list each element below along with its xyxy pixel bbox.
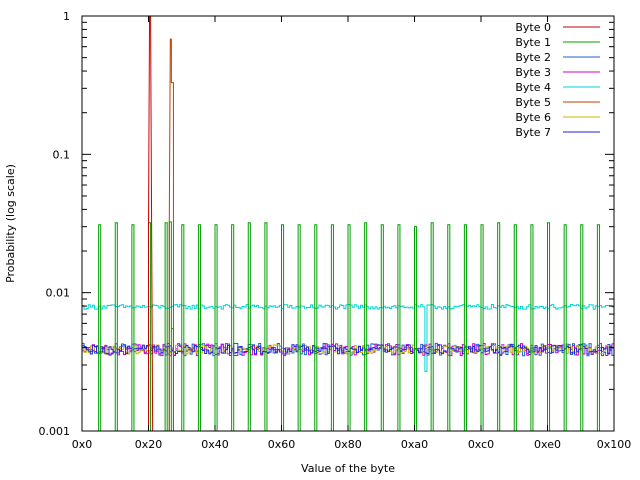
plot-lines: [82, 15, 614, 432]
x-tick-label: 0xc0: [468, 438, 494, 451]
x-tick-label: 0x80: [334, 438, 362, 451]
legend-label: Byte 4: [515, 81, 551, 94]
y-axis-ticks: 0.001 0.01 0.1 1: [39, 10, 614, 438]
y-tick-label: 1: [63, 10, 70, 23]
legend-label: Byte 2: [515, 51, 551, 64]
x-tick-label: 0xe0: [534, 438, 561, 451]
x-tick-label: 0x100: [597, 438, 632, 451]
y-tick-label: 0.1: [53, 148, 71, 161]
legend-label: Byte 0: [515, 21, 551, 34]
legend-label: Byte 5: [515, 96, 551, 109]
y-tick-label: 0.001: [39, 425, 71, 438]
legend-label: Byte 3: [515, 66, 551, 79]
x-axis-ticks: 0x0 0x20 0x40 0x60 0x80 0xa0 0xc0 0xe0 0x100: [72, 16, 632, 451]
x-tick-label: 0x40: [201, 438, 229, 451]
legend: Byte 0 Byte 1 Byte 2 Byte 3 Byte 4 Byte 5 Byte…: [515, 21, 600, 139]
legend-label: Byte 6: [515, 111, 551, 124]
x-tick-label: 0xa0: [401, 438, 428, 451]
legend-label: Byte 7: [515, 126, 551, 139]
x-tick-label: 0x20: [135, 438, 163, 451]
legend-label: Byte 1: [515, 36, 551, 49]
series-line-byte-5: [168, 38, 174, 431]
x-tick-label: 0x0: [72, 438, 93, 451]
x-tick-label: 0x60: [268, 438, 296, 451]
y-axis-label: Probability (log scale): [4, 164, 17, 283]
y-tick-label: 0.01: [46, 287, 71, 300]
x-axis-label: Value of the byte: [301, 462, 395, 475]
